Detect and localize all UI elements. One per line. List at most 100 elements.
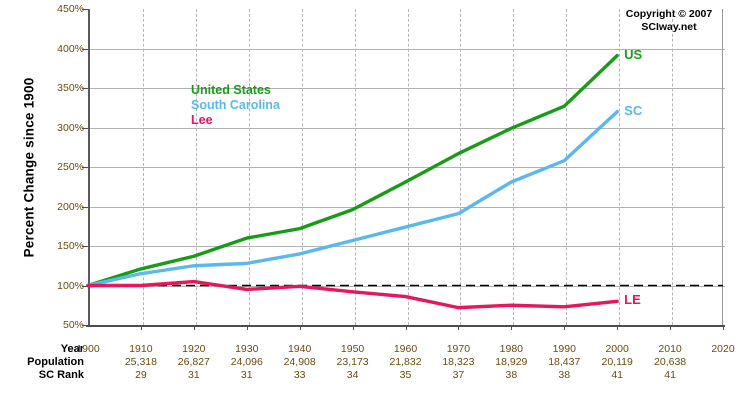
x-tick-label-year: 1980 [499,343,523,355]
copyright-line-1: Copyright © 2007 [625,8,713,20]
sc-rank-value: 34 [346,369,359,381]
sc-rank-value: 35 [399,369,412,381]
y-tick-label: 300% [57,121,84,134]
x-tick-mark [511,325,513,330]
x-tick-label-year: 1910 [129,343,153,355]
vertical-gridline [513,9,515,325]
y-tick-mark [82,285,88,287]
vertical-gridline [301,9,303,325]
y-tick-label: 450% [57,3,84,15]
sc-rank-value: 41 [611,369,623,381]
sc-rank-value: 33 [293,369,306,381]
x-tick-label-year: 2000 [605,343,629,355]
x-axis-column: 2010 20,638 41 [635,343,705,382]
x-axis-column: 1970 18,323 37 [423,343,493,382]
y-tick-label: 200% [57,200,84,213]
x-tick-mark [723,325,724,330]
y-tick-label: 400% [57,42,84,55]
y-tick-label: 250% [57,161,84,173]
y-tick-mark [82,206,88,208]
x-tick-label-year: 1960 [393,343,418,355]
x-tick-mark [193,325,195,330]
x-tick-mark [246,325,248,330]
row-header-population: Population [27,356,84,368]
sc-rank-value: 29 [135,369,147,381]
legend-item: Lee [191,113,213,127]
x-axis-column: 1950 23,173 34 [318,343,388,382]
sc-rank-value: 37 [452,369,465,381]
sc-rank-value: 31 [240,369,253,381]
x-axis-column: 1900 [53,343,123,356]
population-value: 24,908 [283,356,316,368]
vertical-gridline [566,9,568,325]
vertical-gridline [354,9,356,325]
legend-item: United States [191,83,271,97]
y-tick-mark [82,167,88,168]
population-value: 18,929 [495,356,528,368]
sc-rank-value: 31 [187,369,200,381]
x-tick-mark [564,325,566,330]
x-axis-column: 1990 18,437 38 [529,343,599,382]
x-tick-label-year: 1950 [340,343,365,355]
population-value: 20,119 [601,356,633,368]
population-value: 21,832 [389,356,422,368]
series-line-sc [86,109,619,288]
vertical-gridline [460,9,462,325]
population-value: 18,437 [548,356,581,368]
y-axis-ticks: 450% 400% 350% 300% 250% 200% 150% 100% 50% [28,0,84,340]
plot-area [88,9,725,325]
legend-item: South Carolina [191,98,280,112]
x-tick-mark [299,325,301,330]
x-axis-column: 2000 20,119 41 [582,343,652,382]
x-tick-mark [352,325,354,330]
vertical-gridline [619,9,621,325]
x-axis-column: 2020 [688,343,750,356]
population-value: 26,827 [177,356,210,368]
x-tick-mark [458,325,460,330]
end-label-le: LE [624,292,641,308]
x-tick-label-year: 1970 [446,343,471,355]
x-tick-mark [670,325,672,330]
sc-rank-value: 38 [505,369,518,381]
x-tick-label-year: 1940 [287,343,312,355]
end-label-us: US [624,46,643,62]
vertical-gridline [407,9,409,325]
x-axis-column: 1930 24,096 31 [212,343,282,382]
copyright-line-2: SCIway.net [641,21,697,33]
x-tick-mark [140,325,142,330]
x-tick-label-year: 1900 [76,343,100,355]
y-tick-label: 350% [57,82,84,94]
vertical-gridline [142,9,144,325]
population-value: 23,173 [336,356,369,368]
population-value: 20,638 [654,356,687,368]
x-tick-mark [617,325,619,330]
row-header-sc-rank: SC Rank [38,369,84,381]
x-tick-label-year: 2020 [711,343,735,355]
x-tick-mark [405,325,407,330]
sc-rank-value: 38 [558,369,571,381]
population-value: 18,323 [442,356,475,368]
vertical-gridline [672,9,674,325]
x-tick-label-year: 1930 [235,343,259,355]
population-value: 25,318 [124,356,157,368]
series-line-us [86,53,619,288]
y-tick-mark [82,88,88,89]
vertical-gridline [195,9,197,325]
y-tick-mark [82,246,88,247]
y-tick-label: 50% [62,319,84,331]
population-value: 24,096 [230,356,263,368]
x-axis-table: Year Population SC Rank 1900 1910 25,318 29… [0,343,750,399]
x-tick-label-year: 2010 [658,343,682,355]
y-tick-mark [82,325,88,326]
end-label-sc: SC [624,102,643,118]
vertical-gridline [248,9,250,325]
y-tick-mark [82,9,88,10]
y-tick-mark [82,48,88,50]
x-axis-column: 1980 18,929 38 [476,343,546,382]
y-tick-label: 150% [57,240,84,252]
sc-rank-value: 41 [664,369,676,381]
x-axis-column: 1910 25,318 29 [106,343,176,382]
y-tick-mark [82,127,88,129]
